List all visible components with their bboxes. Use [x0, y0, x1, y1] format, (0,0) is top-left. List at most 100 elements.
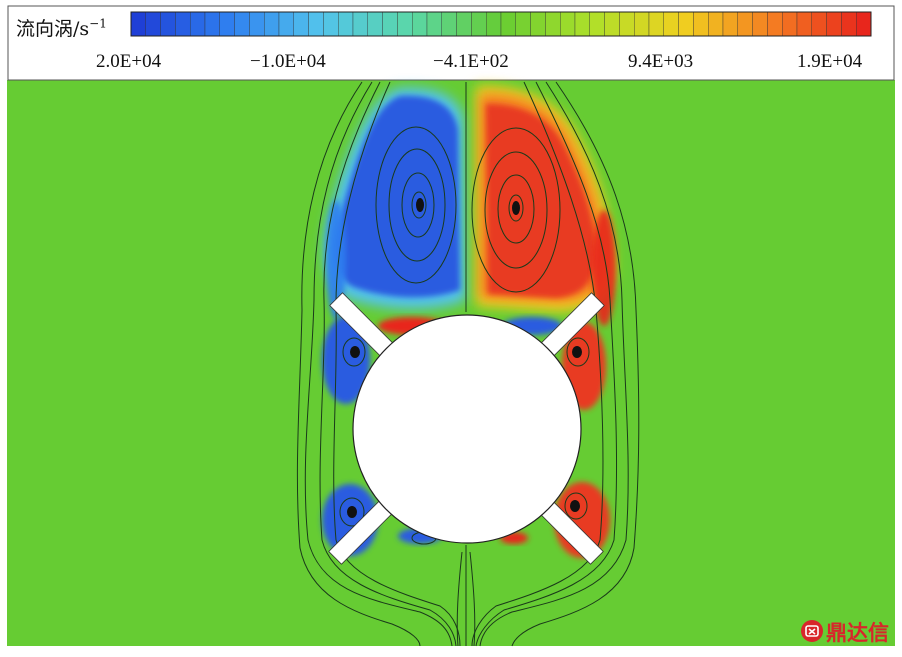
streamline-left-3	[333, 81, 461, 647]
left-thin-shear-layer	[326, 200, 346, 320]
colorbar-swatch	[530, 11, 546, 37]
watermark-text: 鼎达信	[826, 621, 889, 645]
streamline-swirl-midleft	[342, 337, 366, 367]
colorbar-swatch	[737, 11, 753, 37]
colorbar-tick-label: −4.1E+02	[433, 51, 509, 72]
legend-title-exponent: −1	[89, 16, 107, 31]
vortex-core-low-right	[570, 500, 580, 512]
streamline-far-right	[511, 81, 640, 647]
streamline-swirl-left-4	[411, 191, 427, 219]
streamline-swirl-right-3	[497, 174, 535, 244]
colorbar-swatch	[160, 11, 176, 37]
colorbar-swatch	[323, 11, 339, 37]
colorbar-frame	[130, 11, 872, 37]
colorbar-swatch	[486, 11, 502, 37]
colorbar-swatch	[708, 11, 724, 37]
legend-title: 流向涡/s−1	[16, 14, 107, 41]
colorbar-swatch	[826, 11, 842, 37]
streamlines	[296, 81, 640, 647]
streamline-swirl-left-1	[375, 126, 457, 284]
streamline-outer-right	[479, 81, 629, 647]
colorbar-swatch	[782, 11, 798, 37]
streamline-swirl-right-2	[484, 151, 548, 269]
colorbar-swatch	[574, 11, 591, 37]
colorbar-swatch	[515, 11, 531, 37]
colorbar-swatch	[441, 11, 457, 37]
streamline-swirl-lowleft	[339, 497, 365, 527]
streamline-left-2	[319, 81, 457, 647]
upper-left-vortex	[334, 95, 460, 298]
streamline-center-down2	[456, 551, 463, 647]
near-wall-vortices	[322, 316, 610, 558]
colorbar-swatch	[648, 11, 665, 37]
colorbar-swatch	[204, 11, 221, 37]
vortex-core-mid-left	[350, 346, 360, 358]
colorbar-swatch	[352, 11, 369, 37]
colorbar-swatch	[130, 11, 147, 37]
colorbar-swatch	[589, 11, 605, 37]
colorbar-swatch	[678, 11, 694, 37]
vortex-core-upper-left	[416, 198, 424, 212]
streamline-right-2	[475, 81, 618, 647]
colorbar-swatch	[634, 11, 650, 37]
colorbar-swatch	[811, 11, 827, 37]
colorbar-swatch	[145, 11, 161, 37]
streamline-swirl-left-2	[388, 148, 446, 262]
colorbar-swatch	[175, 11, 191, 37]
colorbar-swatch	[338, 11, 354, 37]
streamline-swirl-lowright	[564, 492, 588, 520]
colorbar-swatch	[604, 11, 620, 37]
colorbar-swatch	[367, 11, 383, 37]
streamline-right-3	[471, 81, 604, 647]
streamline-swirl-left-3	[401, 172, 435, 238]
colorbar-swatch	[545, 11, 561, 37]
colorbar-tick-label: 2.0E+04	[96, 51, 162, 72]
legend-title-text: 流向涡/s	[16, 18, 90, 40]
streamline-outer-left	[304, 81, 453, 647]
colorbar-swatch	[278, 11, 295, 37]
colorbar-swatch	[856, 11, 872, 37]
colorbar-swatch	[219, 11, 235, 37]
colorbar-swatch	[382, 11, 398, 37]
colorbar-swatch	[693, 11, 709, 37]
vortex-core-mid-right	[572, 346, 582, 358]
colorbar-swatch	[767, 11, 783, 37]
colorbar-swatch	[397, 11, 413, 37]
streamline-swirl-midright	[566, 337, 590, 367]
colorbar-swatch	[560, 11, 576, 37]
colorbar-swatch	[234, 11, 250, 37]
colorbar-swatch	[189, 11, 206, 37]
vortex-core-upper-right	[512, 201, 520, 215]
colorbar-swatch	[752, 11, 768, 37]
vortex-core-low-left	[347, 506, 357, 518]
colorbar-swatch	[500, 11, 517, 37]
colorbar-swatch	[456, 11, 472, 37]
streamline-far-left	[296, 81, 421, 647]
colorbar-swatch	[619, 11, 635, 37]
watermark: 鼎达信	[800, 617, 889, 647]
colorbar	[130, 11, 872, 37]
colorbar-swatch	[249, 11, 265, 37]
streamline-swirl-right-4	[508, 194, 524, 222]
colorbar-swatch	[663, 11, 679, 37]
streamline-center-down3	[469, 551, 476, 647]
colorbar-swatch	[796, 11, 813, 37]
dingdaxin-logo-icon	[801, 620, 823, 642]
colorbar-swatch	[841, 11, 857, 37]
colorbar-tick-label: −1.0E+04	[250, 51, 326, 72]
colorbar-swatch	[722, 11, 739, 37]
colorbar-tick-label: 9.4E+03	[628, 51, 694, 72]
colorbar-swatch	[426, 11, 443, 37]
colorbar-swatch	[293, 11, 309, 37]
mid-left-vortex	[322, 316, 370, 404]
vortex-cores	[347, 198, 582, 518]
cylinder	[352, 314, 582, 544]
colorbar-swatch	[412, 11, 428, 37]
colorbar-tick-label: 1.9E+04	[797, 51, 863, 72]
colorbar-swatch	[308, 11, 324, 37]
streamline-swirl-right-1	[471, 127, 561, 293]
colorbar-swatch	[471, 11, 487, 37]
colorbar-swatch	[264, 11, 280, 37]
